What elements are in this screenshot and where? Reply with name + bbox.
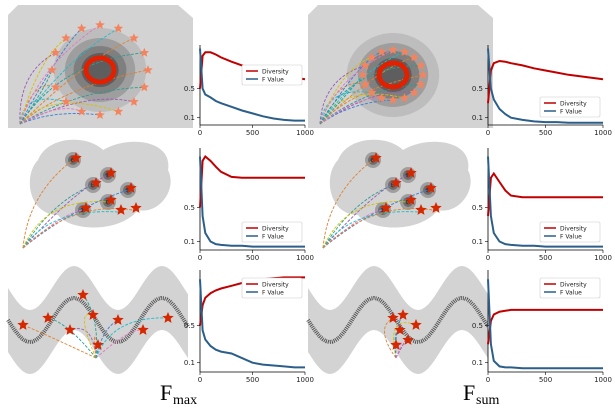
legend-label: F Value [560, 289, 582, 296]
x-tick-label: 500 [246, 376, 259, 384]
y-tick-label: 0.5 [184, 322, 195, 330]
data-line [488, 310, 603, 344]
x-tick-label: 500 [539, 254, 552, 262]
legend: DiversityF Value [540, 278, 600, 298]
domain [8, 266, 188, 374]
legend-label: F Value [560, 108, 582, 115]
legend-label: F Value [262, 233, 284, 240]
y-tick-label: 0.5 [472, 322, 483, 330]
caption-subscript: max [173, 393, 197, 408]
y-tick-label: 0.5 [184, 85, 195, 93]
x-tick-label: 0 [486, 254, 490, 262]
legend-label: Diversity [262, 225, 289, 232]
legend-label: Diversity [262, 68, 289, 75]
legend-label: Diversity [560, 225, 587, 232]
caption-symbol: F [160, 380, 172, 405]
x-tick-label: 500 [539, 129, 552, 137]
legend: DiversityF Value [540, 97, 600, 117]
x-tick-label: 1000 [594, 254, 612, 262]
y-tick-label: 0.1 [184, 114, 195, 122]
y-tick-label: 0.5 [472, 85, 483, 93]
x-tick-label: 1000 [296, 129, 314, 137]
y-tick-label: 0.1 [184, 238, 195, 246]
caption-subscript: sum [476, 393, 499, 408]
x-tick-label: 500 [246, 254, 259, 262]
chart: 0.1 0.5 0 500 1000 DiversityF Value [472, 270, 612, 384]
caption-symbol: F [463, 380, 475, 405]
y-tick-label: 0.5 [472, 204, 483, 212]
x-tick-label: 0 [486, 129, 490, 137]
legend: DiversityF Value [242, 278, 302, 298]
y-tick-label: 0.1 [472, 359, 483, 367]
legend-label: Diversity [262, 281, 289, 288]
x-tick-label: 0 [198, 376, 202, 384]
y-tick-label: 0.1 [472, 238, 483, 246]
chart: 0.1 0.5 0 500 1000 DiversityF Value [184, 270, 314, 384]
x-tick-label: 500 [539, 376, 552, 384]
y-tick-label: 0.1 [184, 359, 195, 367]
legend-label: Diversity [560, 100, 587, 107]
figure: F max F sum 0.10.505001000DiversityF Val… [0, 0, 615, 412]
x-tick-label: 0 [198, 129, 202, 137]
x-tick-label: 1000 [594, 129, 612, 137]
x-tick-label: 0 [486, 376, 490, 384]
data-line [200, 157, 305, 208]
y-tick-label: 0.1 [472, 114, 483, 122]
x-tick-label: 1000 [296, 254, 314, 262]
x-tick-label: 500 [246, 129, 259, 137]
legend-label: F Value [262, 289, 284, 296]
data-line [488, 174, 603, 217]
y-tick-label: 0.5 [184, 204, 195, 212]
x-tick-label: 1000 [296, 376, 314, 384]
x-tick-label: 0 [198, 254, 202, 262]
chart: 0.1 0.5 0 500 1000 DiversityF Value [184, 45, 314, 137]
x-tick-label: 1000 [594, 376, 612, 384]
legend-label: Diversity [560, 281, 587, 288]
legend-label: F Value [262, 76, 284, 83]
domain [308, 266, 488, 374]
legend: DiversityF Value [242, 65, 302, 85]
illustrations [8, 5, 493, 374]
legend-label: F Value [560, 233, 582, 240]
